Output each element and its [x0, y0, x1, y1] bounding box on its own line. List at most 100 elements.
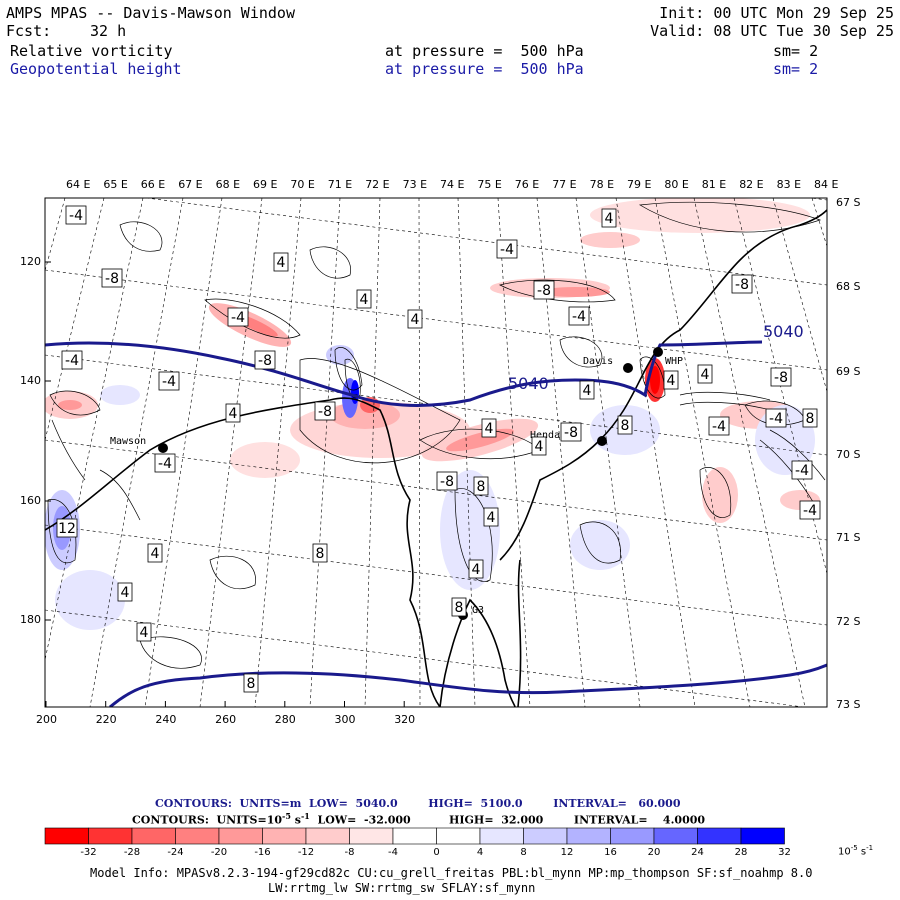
- vorticity-label: 4: [151, 546, 160, 562]
- station-label-davis: Davis: [583, 356, 613, 367]
- y-tick-label: 160: [20, 494, 41, 507]
- vorticity-label: 4: [701, 367, 710, 383]
- vorticity-label-box: [254, 350, 276, 370]
- colorbar-tick-label: -24: [167, 847, 184, 858]
- vorticity-label-box: [356, 289, 372, 309]
- plot-frame: [44, 197, 828, 708]
- vorticity-label-box: [451, 597, 467, 617]
- vorticity-label-box: [468, 559, 484, 579]
- longitude-tick-label: 70 E: [290, 178, 315, 191]
- latitude-tick-label: 70 S: [836, 448, 861, 461]
- colorbar-segment: [349, 827, 394, 845]
- vorticity-label-box: [579, 380, 595, 400]
- colorbar-tick-label: -16: [254, 847, 271, 858]
- vorticity-label: -8: [318, 404, 332, 420]
- colorbar-segment: [610, 827, 655, 845]
- x-tick-label: 240: [155, 713, 177, 726]
- latitude-tick-label: 72 S: [836, 615, 861, 628]
- vorticity-label-box: [697, 364, 713, 384]
- vorticity-label-box: [136, 622, 152, 642]
- vorticity-label-box: [273, 252, 289, 272]
- vorticity-label: 8: [477, 479, 486, 495]
- colorbar-tick-label: 4: [476, 847, 484, 858]
- longitude-tick-label: 68 E: [215, 178, 241, 191]
- vorticity-label-box: [791, 460, 813, 480]
- longitude-tick-label: 67 E: [178, 178, 203, 191]
- vorticity-label-box: [663, 370, 679, 390]
- colorbar-tick-label: -12: [297, 847, 315, 858]
- vorticity-label-box: [708, 416, 730, 436]
- vorticity-label-box: [158, 371, 180, 391]
- vorticity-label: 4: [485, 421, 494, 437]
- vorticity-label-box: [496, 239, 518, 259]
- colorbar-segment: [740, 827, 785, 845]
- colorbar-segment: [44, 827, 89, 845]
- vorticity-label: -4: [158, 456, 172, 472]
- init-time: Init: 00 UTC Mon 29 Sep 25: [659, 4, 894, 22]
- x-tick-label: 300: [334, 713, 356, 726]
- forecast-hours: 32 h: [90, 22, 127, 40]
- model-info-line1: Model Info: MPASv8.2.3-194-gf29cd82c CU:…: [90, 866, 813, 880]
- vorticity-label: -4: [803, 503, 817, 519]
- x-tick-label: 280: [274, 713, 296, 726]
- vorticity-label-box: [227, 307, 249, 327]
- vorticity-label: 4: [277, 255, 286, 271]
- valid-time: Valid: 08 UTC Tue 30 Sep 25: [650, 22, 894, 40]
- x-tick-label: 200: [36, 713, 57, 726]
- colorbar-segment: [479, 827, 524, 845]
- forecast-label: Fcst:: [6, 22, 52, 40]
- station-label-g3: G3: [472, 605, 484, 616]
- longitude-tick-label: 73 E: [402, 178, 428, 191]
- vorticity-label-box: [225, 403, 241, 423]
- vorticity-label: 4: [472, 562, 481, 578]
- colorbar-units: 10-5 s-1: [838, 844, 874, 858]
- vorticity-label: 4: [535, 439, 544, 455]
- colorbar-segment: [566, 827, 611, 845]
- vorticity-label: -8: [564, 425, 578, 441]
- latitude-tick-label: 69 S: [836, 365, 861, 378]
- longitude-tick-label: 75 E: [477, 178, 502, 191]
- vorticity-label: -8: [774, 370, 788, 386]
- x-tick-label: 260: [215, 713, 237, 726]
- x-tick-label: 320: [394, 713, 416, 726]
- colorbar-segment: [88, 827, 133, 845]
- vorticity-label-box: [243, 673, 259, 693]
- vorticity-label-box: [799, 500, 821, 520]
- vorticity-label-box: [568, 306, 590, 326]
- station-label-whp: WHP: [665, 356, 683, 367]
- plot-area: Mawson Davis WHP Hendahan G3 5040 5040 -…: [45, 198, 827, 707]
- vorticity-labels: -4 -4 4 4 -8 4 -4 4 -4 -8 -4 -8 -4 4 -8 4 4 4 -8 -8 -4 4 -8 -4 -…: [56, 205, 821, 693]
- vorticity-label: -4: [69, 208, 83, 224]
- colorbar-tick-label: 32: [778, 847, 791, 858]
- vorticity-label-box: [473, 476, 489, 496]
- vorticity-label: 4: [583, 383, 592, 399]
- vorticity-label: 4: [140, 625, 149, 641]
- y-tick-label: 180: [20, 613, 41, 626]
- colorbar-segment: [131, 827, 176, 845]
- vorticity-label-box: [101, 268, 123, 288]
- colorbar-segment: [218, 827, 263, 845]
- vorticity-label: -4: [231, 310, 245, 326]
- vorticity-label: -4: [500, 242, 514, 258]
- station-label-hendahan: Hendahan: [530, 430, 578, 441]
- vorticity-label: -4: [65, 353, 79, 369]
- station-dot-mawson: [158, 443, 168, 453]
- colorbar-tick-label: 28: [734, 847, 748, 858]
- longitude-tick-label: 78 E: [589, 178, 615, 191]
- colorbar-segment: [436, 827, 481, 845]
- field2-level: at pressure = 500 hPa: [385, 60, 584, 78]
- vorticity-label-box: [314, 401, 336, 421]
- vorticity-label-box: [147, 543, 163, 563]
- colorbar-tick-label: -32: [80, 847, 97, 858]
- colorbar-tick-label: -28: [123, 847, 141, 858]
- vorticity-label: -4: [572, 309, 586, 325]
- axis-tick-marks: [45, 261, 405, 707]
- vorticity-label-box: [312, 543, 328, 563]
- y-tick-label: 140: [20, 374, 41, 387]
- vorticity-label: 8: [316, 546, 325, 562]
- product-title: AMPS MPAS -- Davis-Mawson Window: [6, 4, 295, 22]
- vorticity-label: 8: [247, 676, 256, 692]
- height-label-2: 5040: [763, 322, 804, 341]
- vorticity-label-box: [617, 415, 633, 435]
